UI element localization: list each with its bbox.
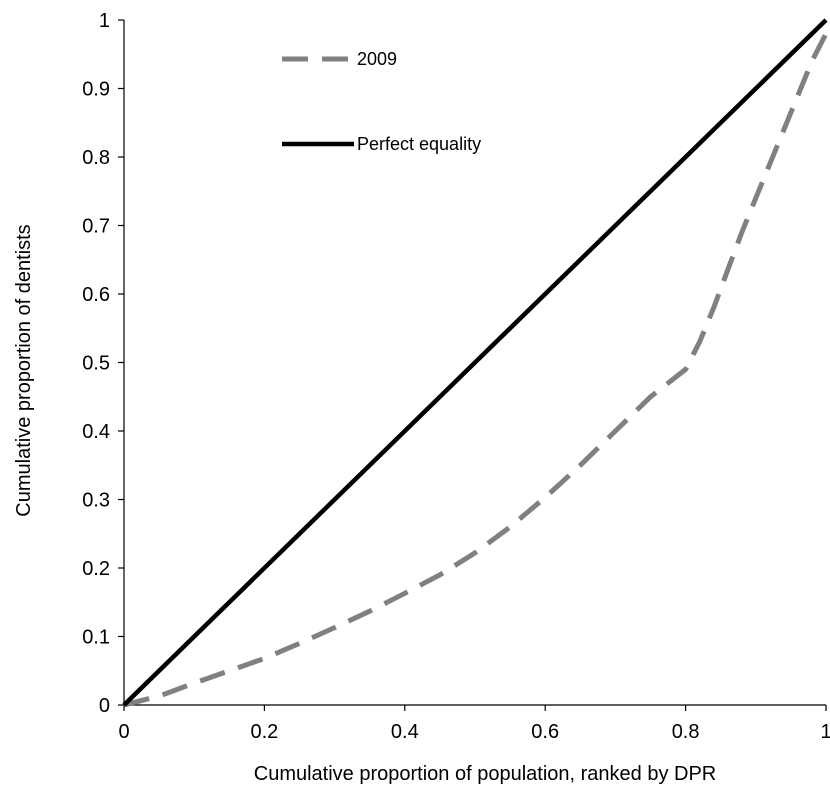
y-tick-label: 0	[99, 695, 110, 717]
y-tick-label: 1	[99, 10, 110, 32]
y-tick-label: 0.9	[82, 79, 110, 101]
y-tick-label: 0.6	[82, 284, 110, 306]
y-axis-label: Cumulative proportion of dentists	[13, 224, 35, 516]
y-tick-label: 0.4	[82, 421, 110, 443]
x-tick-label: 0.6	[531, 721, 559, 743]
series-perfect-equality-line	[122, 18, 828, 707]
x-tick-label: 0	[118, 721, 129, 743]
y-tick-label: 0.7	[82, 216, 110, 238]
y-tick-label: 0.1	[82, 627, 110, 649]
x-tick-label: 0.8	[672, 721, 700, 743]
legend: 2009 Perfect equality	[282, 49, 481, 154]
legend-label: 2009	[357, 49, 397, 69]
y-tick-label: 0.8	[82, 147, 110, 169]
y-tick-label: 0.2	[82, 558, 110, 580]
x-tick-label: 0.4	[391, 721, 419, 743]
y-tick-label: 0.5	[82, 353, 110, 375]
x-tick-label: 0.2	[250, 721, 278, 743]
x-axis-label: Cumulative proportion of population, ran…	[254, 763, 716, 785]
series-2009-line	[123, 32, 829, 708]
x-tick-label: 1	[820, 721, 830, 743]
series-layer	[122, 18, 829, 708]
legend-label: Perfect equality	[357, 134, 481, 154]
ticks: 0 0.1 0.2 0.3 0.4 0.5 0.6 0.7 0.8 0.9 1 0 0.2 0.4 0.6 0…	[82, 10, 830, 743]
y-tick-label: 0.3	[82, 490, 110, 512]
